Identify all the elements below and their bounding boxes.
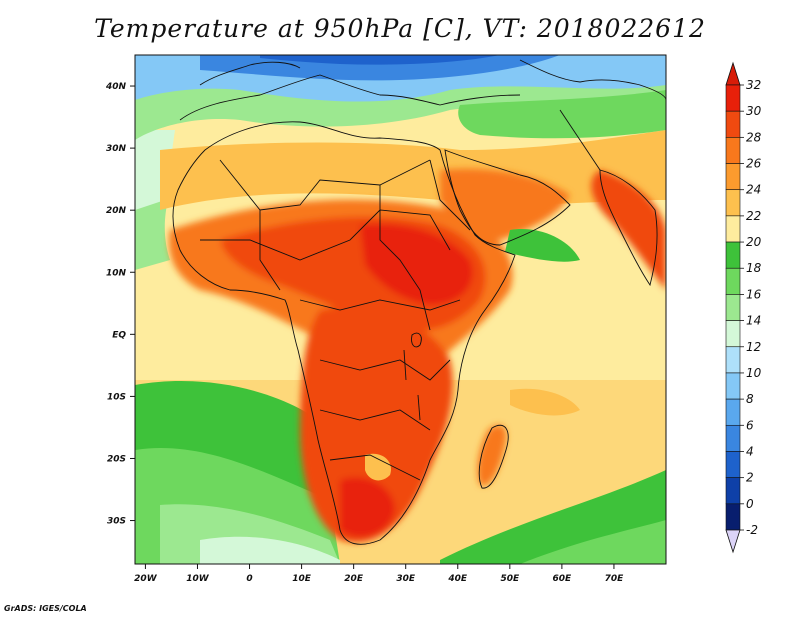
colorbar-segment — [725, 294, 741, 321]
map-title: Temperature at 950hPa [C], VT: 201802261… — [94, 14, 706, 43]
lat-tick-label: EQ — [112, 330, 126, 340]
lat-tick-label: 40N — [105, 82, 127, 92]
colorbar-label: 26 — [746, 157, 762, 171]
footer-credit: GrADS: IGES/COLA — [4, 604, 87, 613]
coastlines — [172, 59, 666, 545]
colorbar-segment — [725, 424, 741, 452]
colorbar-segment — [725, 398, 741, 426]
colorbar-segment — [725, 189, 741, 217]
colorbar-segment — [725, 346, 741, 374]
colorbar-label: 30 — [746, 104, 762, 118]
colorbar-label: -2 — [746, 523, 758, 537]
lat-tick-label: 10N — [106, 268, 127, 278]
colorbar-segment — [725, 110, 741, 138]
colorbar-label: 2 — [746, 471, 754, 485]
colorbar-segment — [725, 241, 741, 269]
colorbar-label: 12 — [746, 340, 761, 354]
colorbar-label: 16 — [746, 287, 762, 301]
lat-tick-label: 20N — [106, 206, 127, 216]
colorbar-label: 22 — [746, 209, 761, 223]
colorbar-label: 0 — [746, 497, 754, 511]
lon-tick-label: 10E — [292, 574, 312, 584]
temperature-field — [135, 55, 666, 564]
lon-tick-label: 10W — [186, 574, 210, 584]
lon-tick-label: 20E — [344, 574, 364, 584]
lon-tick-label: 70E — [605, 574, 625, 584]
colorbar-label: 32 — [746, 78, 761, 92]
lon-tick-label: 0 — [246, 574, 252, 584]
colorbar-label: 14 — [746, 314, 761, 328]
colorbar-segment — [725, 215, 741, 243]
colorbar-segment — [725, 503, 741, 531]
colorbar-label: 4 — [746, 444, 754, 458]
colorbar-label: 8 — [746, 392, 754, 406]
map-frame — [134, 54, 667, 565]
colorbar-label: 28 — [746, 130, 762, 144]
colorbar-bottom-triangle — [725, 529, 741, 554]
lon-tick-label: 50E — [500, 574, 520, 584]
lat-tick-label: 10S — [107, 392, 126, 402]
colorbar-segment — [725, 137, 741, 164]
colorbar-segment — [725, 372, 741, 400]
lon-tick-label: 20W — [134, 574, 158, 584]
colorbar-segment — [725, 451, 741, 478]
lat-tick-label: 30N — [106, 144, 127, 154]
colorbar-segment — [725, 163, 741, 191]
colorbar-label: 24 — [746, 183, 761, 197]
colorbar-segment — [725, 320, 741, 348]
colorbar-segment — [725, 84, 741, 112]
colorbar-label: 6 — [746, 418, 754, 432]
colorbar-top-triangle — [725, 61, 741, 86]
lon-tick-label: 40E — [447, 574, 468, 584]
temperature-map: 20W 10W 0 10E 20E 30E 40E 50E 60E 70E 40N 30N 20N 10… — [105, 54, 762, 584]
lon-axis: 20W 10W 0 10E 20E 30E 40E 50E 60E 70E — [134, 564, 624, 584]
lon-tick-label: 60E — [553, 574, 573, 584]
lat-tick-label: 30S — [107, 517, 126, 527]
lon-tick-label: 30E — [396, 574, 416, 584]
colorbar-segment — [725, 267, 741, 295]
lat-tick-label: 20S — [107, 454, 126, 464]
colorbar-label: 18 — [746, 261, 762, 275]
colorbar-segment — [725, 477, 741, 505]
colorbar-label: 10 — [746, 366, 762, 380]
lat-axis: 40N 30N 20N 10N EQ 10S 20S 30S — [105, 82, 135, 527]
colorbar-label: 20 — [746, 235, 762, 249]
